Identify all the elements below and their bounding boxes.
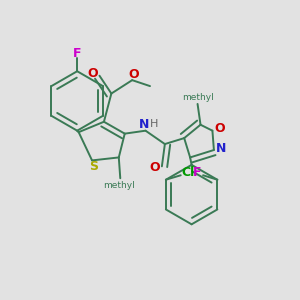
Text: F: F bbox=[73, 47, 81, 60]
Text: F: F bbox=[193, 166, 201, 179]
Text: Cl: Cl bbox=[181, 166, 194, 179]
Text: methyl: methyl bbox=[103, 181, 135, 190]
Text: O: O bbox=[214, 122, 225, 135]
Text: N: N bbox=[216, 142, 226, 155]
Text: O: O bbox=[88, 67, 98, 80]
Text: N: N bbox=[139, 118, 149, 130]
Text: H: H bbox=[150, 119, 158, 129]
Text: O: O bbox=[128, 68, 139, 81]
Text: S: S bbox=[89, 160, 98, 173]
Text: O: O bbox=[149, 161, 160, 174]
Text: methyl: methyl bbox=[182, 93, 213, 102]
